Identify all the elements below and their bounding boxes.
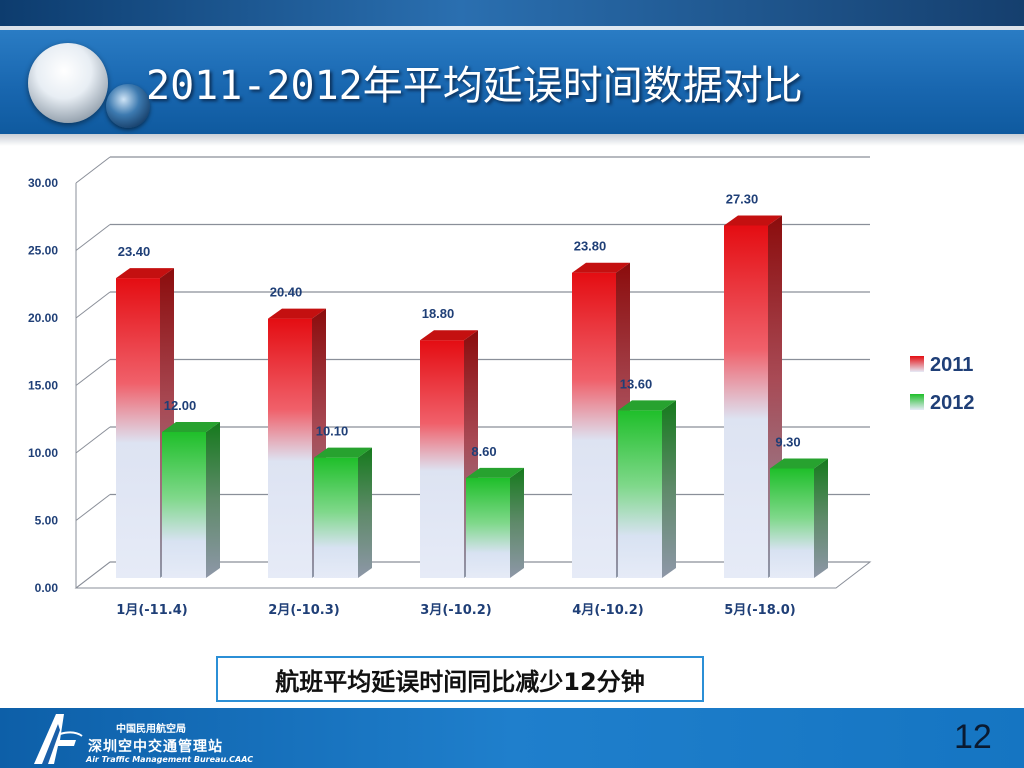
bar-top-2011 <box>572 262 630 273</box>
org-name-english: Air Traffic Management Bureau.CAAC <box>86 755 254 764</box>
y-tick-label: 25.00 <box>28 244 58 258</box>
caac-logo-icon <box>34 714 83 764</box>
y-tick-label: 10.00 <box>28 446 58 460</box>
decorative-orb-small <box>106 84 150 128</box>
legend: 2011 2012 <box>910 354 975 414</box>
gridline-diag <box>75 426 111 454</box>
gridline-diag <box>75 291 111 319</box>
bar-top-2011 <box>268 308 326 319</box>
y-tick-label: 15.00 <box>28 379 58 393</box>
top-stripe <box>0 26 1024 30</box>
bar-2012 <box>314 457 358 578</box>
gridline-diag <box>75 561 111 589</box>
bar-2012 <box>618 410 662 578</box>
header-banner <box>0 30 1024 134</box>
bar-top-2012 <box>466 467 524 478</box>
bar-side-2012 <box>510 467 524 578</box>
bar-top-2011 <box>116 268 174 279</box>
bar-top-2011 <box>420 330 478 341</box>
gridline-diag <box>75 494 111 521</box>
data-label: 27.30 <box>726 191 759 206</box>
bars-layer <box>116 215 828 578</box>
data-label: 23.40 <box>118 244 151 259</box>
x-tick-label: 2月(-10.3) <box>268 603 339 618</box>
legend-swatch <box>910 394 924 410</box>
bar-2012 <box>162 432 206 578</box>
bar-2011 <box>268 318 312 578</box>
bar-2011 <box>724 225 768 578</box>
bar-side-2012 <box>814 458 828 578</box>
top-band <box>0 0 1024 30</box>
gridline-diag <box>75 359 111 386</box>
data-label: 8.60 <box>471 444 496 459</box>
bar-top-2011 <box>724 215 782 226</box>
summary-box: 航班平均延误时间同比减少12分钟 <box>216 656 704 702</box>
bar-side-2012 <box>206 422 220 578</box>
org-name-small: 中国民用航空局 <box>116 724 186 735</box>
bar-2011 <box>116 278 160 578</box>
bar-2011 <box>572 272 616 578</box>
bar-chart: 0.00 5.00 10.00 15.00 20.00 25.00 30.00 23.40 12… <box>28 156 975 618</box>
y-tick-label: 5.00 <box>35 514 59 528</box>
data-label: 23.80 <box>574 239 607 254</box>
x-tick-label: 3月(-10.2) <box>420 603 491 618</box>
bar-top-2012 <box>770 458 828 469</box>
bar-2012 <box>466 477 510 578</box>
y-tick-label: 20.00 <box>28 311 58 325</box>
gridline-diag <box>75 156 111 184</box>
legend-label: 2012 <box>930 392 975 414</box>
bar-side-2012 <box>358 447 372 578</box>
slide-title: 2011-2012年平均延误时间数据对比 <box>146 63 803 109</box>
bar-top-2012 <box>162 422 220 432</box>
summary-text: 航班平均延误时间同比减少12分钟 <box>275 667 645 696</box>
gridline-diag <box>75 224 111 251</box>
data-label: 12.00 <box>164 398 197 413</box>
org-name: 深圳空中交通管理站 <box>88 739 223 755</box>
bar-2011 <box>420 340 464 578</box>
footer-band <box>0 708 1024 768</box>
x-tick-label: 5月(-18.0) <box>724 603 795 618</box>
labels-layer: 0.00 5.00 10.00 15.00 20.00 25.00 30.00 23.40 12… <box>28 176 801 618</box>
data-label: 18.80 <box>422 306 455 321</box>
y-tick-label: 30.00 <box>28 176 58 190</box>
legend-label: 2011 <box>930 354 973 376</box>
data-label: 20.40 <box>270 285 303 300</box>
data-label: 10.10 <box>316 424 349 439</box>
bar-top-2012 <box>314 447 372 458</box>
bar-2012 <box>770 468 814 578</box>
y-tick-label: 0.00 <box>35 581 59 595</box>
x-tick-label: 1月(-11.4) <box>116 603 187 618</box>
legend-swatch <box>910 356 924 372</box>
data-label: 9.30 <box>775 434 800 449</box>
x-tick-label: 4月(-10.2) <box>572 603 643 618</box>
bar-side-2012 <box>662 400 676 578</box>
decorative-orb-large <box>28 43 108 123</box>
header-shadow <box>0 134 1024 146</box>
bar-top-2012 <box>618 400 676 411</box>
data-label: 13.60 <box>620 376 653 391</box>
page-number: 12 <box>954 718 992 756</box>
